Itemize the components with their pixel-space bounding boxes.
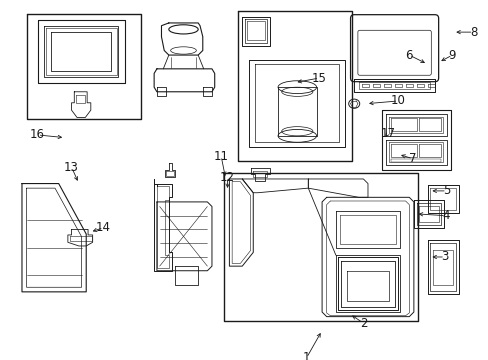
- Text: 2: 2: [359, 316, 366, 329]
- Text: 8: 8: [469, 26, 476, 39]
- Text: 9: 9: [448, 49, 455, 62]
- Text: 11: 11: [213, 149, 228, 162]
- Text: 17: 17: [380, 127, 395, 140]
- Text: 6: 6: [405, 49, 412, 62]
- Text: 5: 5: [442, 184, 449, 197]
- Text: 1: 1: [302, 351, 309, 360]
- Text: 12: 12: [220, 171, 235, 184]
- Text: 10: 10: [390, 94, 405, 107]
- Text: 4: 4: [441, 209, 449, 222]
- Text: 3: 3: [441, 251, 448, 264]
- Text: 13: 13: [64, 161, 79, 174]
- Text: 16: 16: [30, 129, 45, 141]
- Text: 15: 15: [311, 72, 326, 85]
- Text: 14: 14: [96, 221, 111, 234]
- Text: 7: 7: [408, 152, 416, 165]
